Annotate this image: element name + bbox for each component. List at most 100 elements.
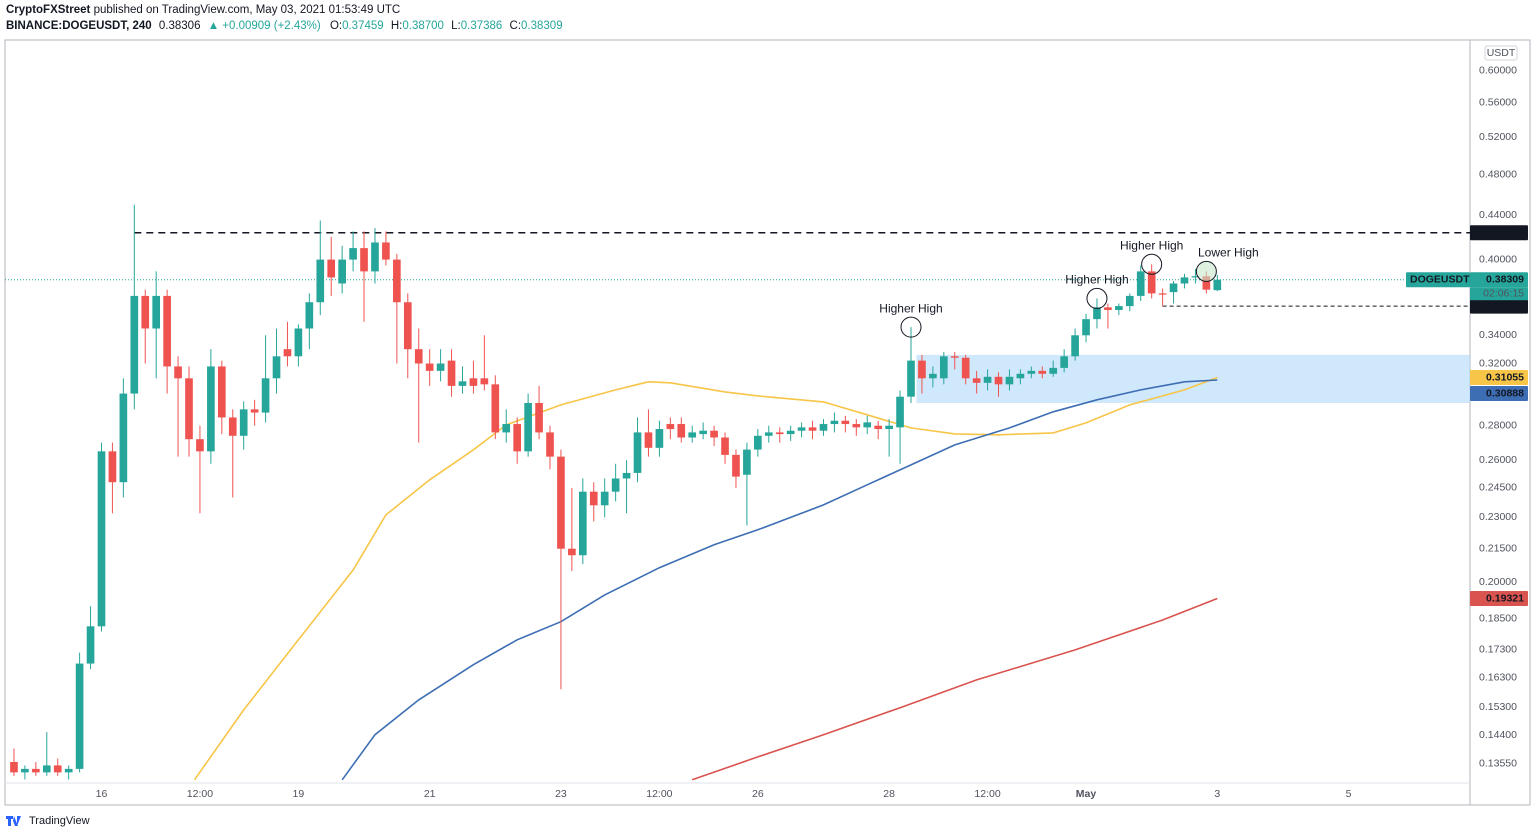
y-tick-label: 0.14400	[1479, 729, 1517, 741]
candle-body	[480, 378, 489, 385]
candle-body	[174, 366, 182, 379]
annotation-circle	[900, 316, 922, 338]
publisher: CryptoFXStreet	[6, 4, 91, 16]
candle-body	[1125, 295, 1134, 307]
candle-body	[1038, 370, 1047, 374]
candle-body	[196, 439, 204, 452]
line-end-label-box	[1470, 385, 1528, 401]
candle-body	[688, 432, 697, 438]
candle-body	[1180, 277, 1189, 284]
candle-body	[403, 302, 412, 350]
candle-body	[929, 373, 937, 379]
candle-body	[1071, 335, 1079, 357]
candle-body	[163, 295, 171, 367]
ohlc-key: H:	[391, 20, 403, 32]
x-tick-label: 16	[96, 788, 108, 800]
candle-body	[119, 393, 128, 483]
candle-body	[808, 427, 817, 431]
candle-body	[513, 424, 522, 452]
candle-body	[677, 424, 686, 438]
y-tick-label: 0.20000	[1479, 576, 1517, 588]
chart-frame	[4, 39, 1531, 806]
candle-body	[1082, 319, 1090, 336]
ohlc-key: L:	[451, 20, 461, 32]
annotation: Higher High	[1065, 273, 1128, 287]
annotation: Higher High	[879, 301, 942, 315]
candle-body	[972, 378, 981, 383]
last-price-label: 0.38309	[1486, 273, 1524, 285]
candle-body	[961, 357, 970, 379]
y-tick-label: 0.24500	[1479, 482, 1517, 494]
y-tick-label: 0.26000	[1479, 454, 1517, 466]
x-tick-label: 5	[1346, 788, 1352, 800]
candle-body	[1202, 276, 1211, 290]
candle-body	[338, 259, 346, 284]
candle-body	[1191, 276, 1200, 278]
line-end-label-box	[1470, 369, 1528, 385]
candle-body	[655, 429, 664, 448]
candle-body	[819, 424, 828, 431]
candle-body	[841, 420, 850, 425]
candle-body	[360, 248, 368, 272]
candle-body	[710, 430, 718, 438]
x-tick-label: 19	[293, 788, 305, 800]
candle-body	[425, 363, 434, 371]
annotation-circle	[1141, 253, 1163, 275]
y-tick-label: 0.16300	[1479, 671, 1517, 683]
candle-body	[1027, 370, 1036, 374]
candle-body	[863, 422, 872, 428]
price-line-label-box	[1470, 225, 1528, 241]
annotation: Lower High	[1198, 246, 1259, 260]
candle-body	[1104, 307, 1112, 310]
candle-body	[830, 420, 839, 425]
candle-body	[644, 432, 653, 448]
candle-body	[1136, 271, 1145, 296]
candle-body	[393, 259, 401, 303]
moving-average	[193, 376, 1218, 781]
candle-body	[185, 378, 193, 440]
candle-body	[97, 451, 106, 627]
moving-average	[341, 379, 1218, 781]
candle-body	[1005, 376, 1014, 385]
candle-body	[382, 242, 390, 260]
candle-body	[874, 425, 883, 430]
candle-body	[447, 360, 456, 386]
plot-area: Higher High Higher High Higher High Lower H…	[5, 204, 1470, 781]
candle-body	[217, 366, 226, 418]
candle-body	[666, 424, 675, 430]
candle-body	[633, 432, 642, 473]
ohlc-key: O:	[330, 20, 342, 32]
candle-body	[939, 356, 948, 379]
candle-body	[699, 430, 707, 435]
candle-body	[327, 259, 336, 278]
line-end-label-box	[1470, 590, 1528, 606]
candle-body	[885, 425, 893, 430]
candle-body	[152, 295, 161, 329]
y-tick-label: 0.48000	[1479, 168, 1517, 180]
y-tick-label: 0.15300	[1479, 701, 1517, 713]
footer-logo: TradingView	[6, 815, 90, 827]
price-line-label-box	[1470, 298, 1528, 314]
candle-body	[578, 491, 587, 556]
candle-body	[21, 768, 29, 773]
x-tick-label: 21	[424, 788, 436, 800]
annotation-circle	[1195, 260, 1217, 282]
y-tick-label: 0.18500	[1479, 612, 1517, 624]
candle-body	[764, 432, 773, 436]
annotation-circle	[1086, 287, 1108, 309]
y-tick-label: 0.34000	[1479, 329, 1517, 341]
price-line-label: 0.42374	[1486, 227, 1524, 239]
candle-body	[294, 328, 303, 357]
published: published on TradingView.com, May 03, 20…	[94, 4, 401, 16]
y-tick-label: 0.60000	[1479, 65, 1517, 77]
x-tick-label: 12:00	[974, 788, 1000, 800]
candle-body	[228, 417, 237, 436]
x-tick-label: 12:00	[646, 788, 672, 800]
candle-body	[1213, 279, 1222, 291]
candle-body	[349, 248, 357, 260]
candle-body	[600, 491, 609, 506]
header-line-2: BINANCE:DOGEUSDT, 240 0.38306 ▲ +0.00909…	[6, 20, 563, 32]
candle-body	[1147, 271, 1156, 294]
candle-body	[141, 295, 150, 329]
brand: TradingView	[29, 815, 90, 827]
